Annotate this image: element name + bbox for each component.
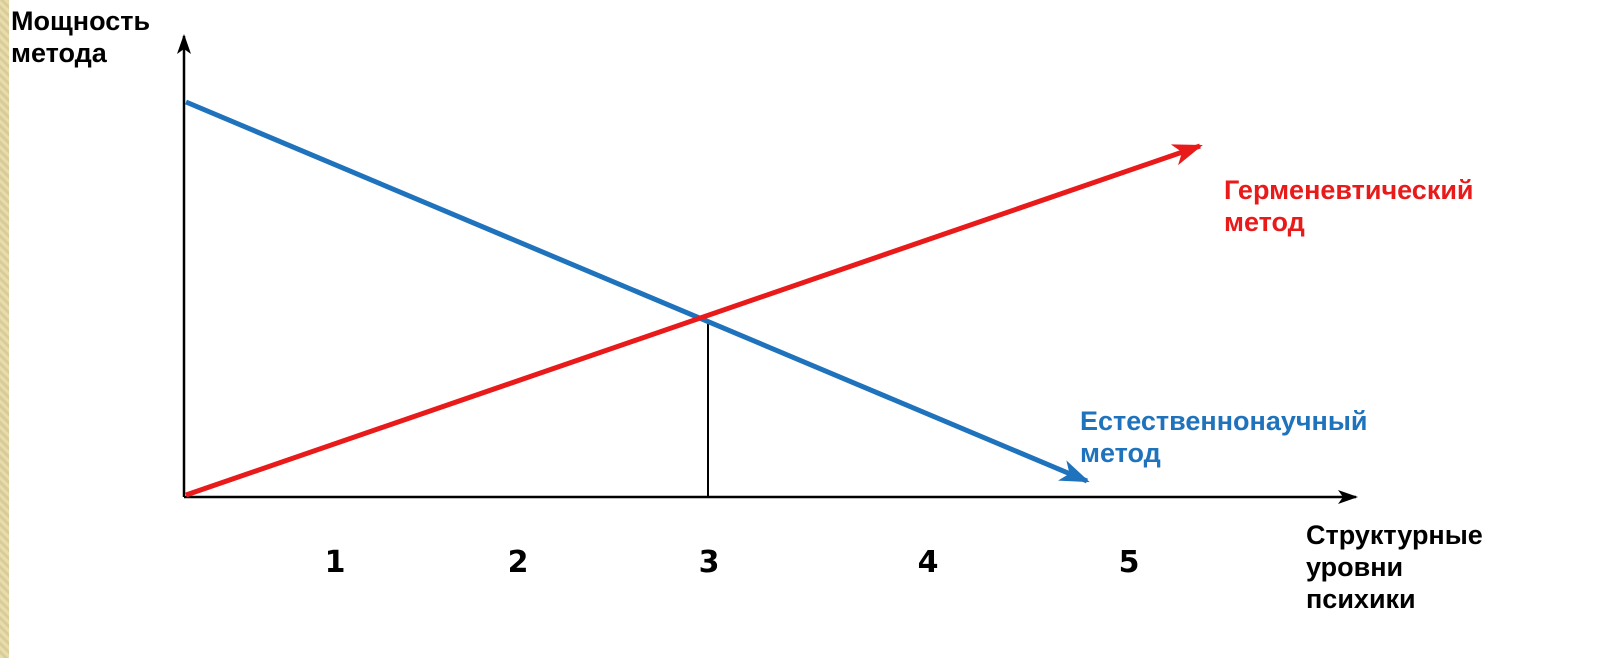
hermeneutic-method-line: [185, 143, 1203, 498]
hermeneutic-method-label: Герменевтический метод: [1224, 175, 1474, 239]
x-tick-3: 3: [698, 545, 720, 580]
x-axis-label-line-1: Структурные: [1306, 520, 1483, 550]
x-axis-label-line-3: психики: [1306, 583, 1416, 614]
x-tick-4: 4: [917, 545, 939, 580]
x-tick-2: 2: [507, 545, 529, 580]
natural-science-label-line-2: метод: [1080, 437, 1161, 468]
x-axis-label: Структурные уровни психики: [1306, 520, 1483, 616]
y-axis-label-line-2: метода: [11, 37, 107, 68]
natural-science-method-line: [185, 99, 1090, 484]
y-axis-label-line-1: Мощность: [11, 6, 151, 36]
hermeneutic-label-line-2: метод: [1224, 206, 1305, 237]
y-axis-label: Мощность метода: [11, 6, 150, 70]
natural-science-label-line-1: Естественнонаучный: [1080, 406, 1368, 436]
hermeneutic-label-line-1: Герменевтический: [1224, 175, 1474, 205]
x-tick-5: 5: [1118, 545, 1140, 580]
natural-science-method-label: Естественнонаучный метод: [1080, 406, 1368, 470]
x-axis-label-line-2: уровни: [1306, 551, 1404, 582]
decorative-left-strip: [0, 0, 9, 658]
x-tick-1: 1: [324, 545, 346, 580]
